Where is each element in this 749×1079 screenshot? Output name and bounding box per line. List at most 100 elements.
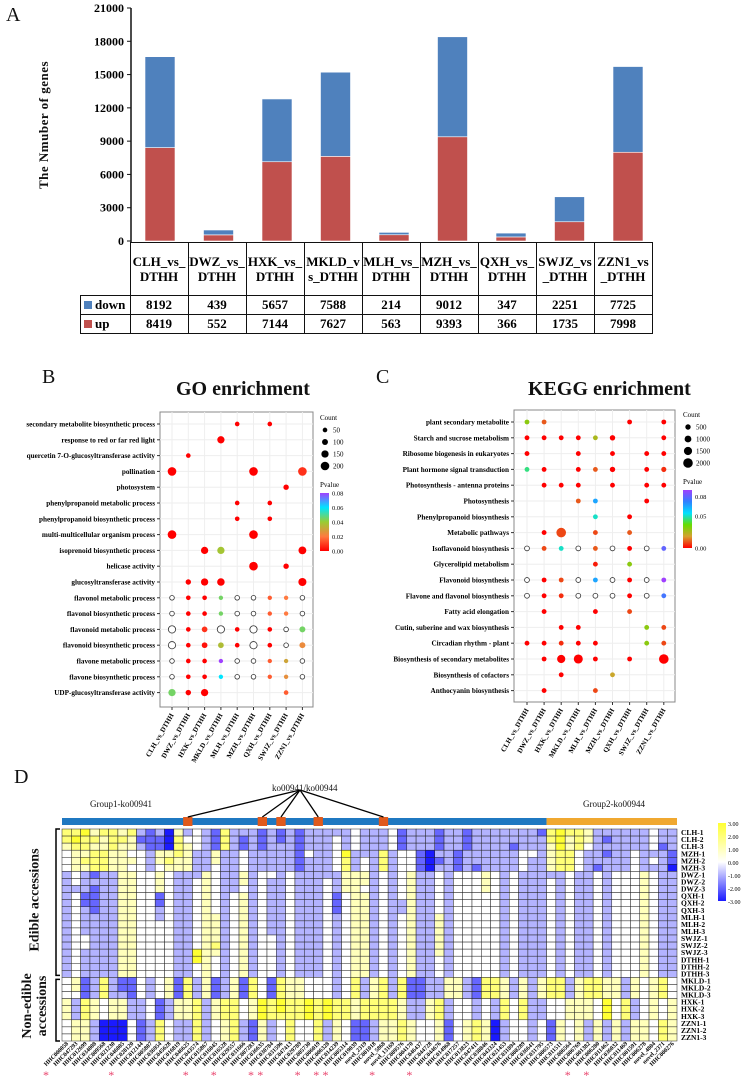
heatmap-cell [313, 991, 324, 999]
heatmap-cell [509, 998, 519, 1006]
term-label: flavone biosynthetic process [69, 673, 155, 681]
heatmap-cell [555, 970, 566, 978]
heatmap-cell [220, 955, 230, 964]
heatmap-cell [108, 864, 119, 872]
dot-hollow [234, 658, 240, 664]
row-label: DTHH-3 [681, 969, 710, 978]
heatmap-cell [276, 977, 286, 985]
heatmap-cell [61, 864, 72, 872]
heatmap-cell [220, 1005, 230, 1013]
heatmap-cell [499, 871, 510, 879]
heatmap-cell [117, 941, 128, 950]
heatmap-cell [136, 934, 147, 943]
heatmap-cell [639, 970, 650, 978]
heatmap-cell [425, 984, 435, 992]
heatmap-cell [453, 899, 463, 907]
row-label: MKLD-3 [681, 991, 711, 1000]
dot-hollow [299, 610, 306, 617]
heatmap-cell [350, 948, 361, 957]
heatmap-cell [443, 934, 454, 943]
heatmap-cell [639, 955, 650, 964]
heatmap-cell [248, 977, 258, 985]
heatmap-cell [620, 1026, 631, 1035]
dot [592, 656, 598, 662]
heatmap-cell [658, 871, 668, 879]
heatmap-cell [583, 913, 594, 922]
heatmap-cell [276, 998, 286, 1006]
dot [557, 654, 566, 664]
heatmap-cell [248, 1012, 258, 1021]
heatmap-cell [294, 927, 305, 936]
bar-up [612, 151, 644, 242]
heatmap-cell [387, 991, 398, 999]
heatmap-cell [108, 842, 119, 851]
heatmap-cell [359, 892, 370, 900]
heatmap-cell [564, 948, 575, 957]
heatmap-cell [154, 878, 165, 886]
heatmap-cell [126, 878, 137, 886]
heatmap-cell [126, 885, 137, 893]
heatmap-cell [154, 1033, 165, 1042]
heatmap-cell [266, 871, 277, 879]
heatmap-cell [564, 977, 575, 985]
heatmap-cell [229, 828, 240, 837]
heatmap-cell [80, 955, 91, 964]
dot [575, 466, 581, 472]
dot [541, 545, 547, 551]
heatmap-cell [481, 835, 491, 844]
heatmap-cell [536, 998, 547, 1006]
heatmap-cell [425, 842, 435, 851]
asterisk-icon: * [565, 1068, 571, 1079]
y-tick-label: 9000 [100, 134, 124, 148]
heatmap-cell [304, 885, 314, 893]
heatmap-cell [117, 963, 128, 971]
dot-hollow [299, 595, 306, 601]
heatmap-cell [387, 1026, 398, 1035]
heatmap-cell [415, 1019, 426, 1028]
heatmap-cell [201, 970, 212, 978]
heatmap-cell [331, 948, 342, 957]
heatmap-cell [173, 991, 184, 999]
heatmap-cell [164, 970, 175, 978]
heatmap-cell [602, 1019, 613, 1028]
heatmap-cell [341, 1012, 352, 1021]
heatmap-cell [154, 899, 165, 907]
heatmap-cell [527, 927, 538, 936]
heatmap-cell [182, 828, 193, 837]
heatmap-cell [192, 892, 203, 900]
heatmap-cell [387, 864, 398, 872]
heatmap-cell [145, 857, 156, 865]
heatmap-cell [434, 927, 445, 936]
dot [575, 624, 581, 630]
heatmap-cell [136, 963, 147, 971]
heatmap-cell [313, 885, 324, 893]
heatmap-cell [154, 984, 165, 992]
heatmap-cell [322, 864, 333, 872]
heatmap-cell [499, 899, 510, 907]
heatmap-cell [658, 963, 668, 971]
heatmap-cell [248, 1026, 258, 1035]
heatmap-cell [453, 927, 463, 936]
heatmap-cell [555, 977, 566, 985]
heatmap-cell [304, 1012, 314, 1021]
shared-connector [261, 789, 301, 818]
heatmap-cell [546, 955, 557, 964]
heatmap-cell [220, 991, 230, 999]
heatmap-cell [378, 977, 389, 985]
heatmap-cell [555, 906, 566, 915]
heatmap-cell [546, 1033, 557, 1042]
heatmap-cell [592, 977, 603, 985]
dot [661, 640, 667, 646]
heatmap-cell [397, 984, 408, 992]
heatmap-cell [136, 1026, 147, 1035]
heatmap-cell [210, 1033, 221, 1042]
heatmap-cell [61, 878, 72, 886]
heatmap-cell [481, 977, 491, 985]
heatmap-cell [322, 963, 333, 971]
heatmap-cell [667, 878, 678, 886]
heatmap-cell [173, 842, 184, 851]
dot [267, 500, 273, 506]
heatmap-cell [173, 849, 184, 858]
bar-down [437, 36, 468, 138]
heatmap-cell [145, 871, 156, 879]
